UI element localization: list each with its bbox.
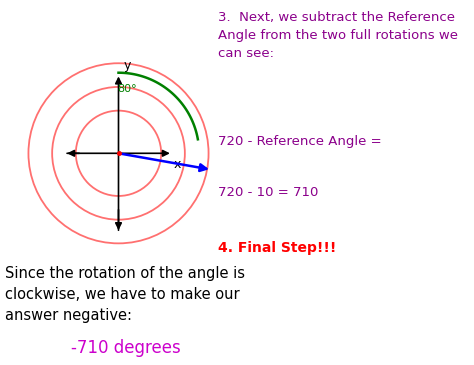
Text: Since the rotation of the angle is
clockwise, we have to make our
answer negativ: Since the rotation of the angle is clock… [5, 266, 245, 323]
Text: x: x [174, 158, 181, 171]
Text: 720 - Reference Angle =: 720 - Reference Angle = [218, 135, 382, 148]
Text: -710 degrees: -710 degrees [71, 339, 181, 357]
Text: 720 - 10 = 710: 720 - 10 = 710 [218, 186, 319, 199]
Text: 4. Final Step!!!: 4. Final Step!!! [218, 241, 337, 255]
Text: 80°: 80° [118, 84, 137, 94]
Text: y: y [123, 59, 131, 72]
Text: 3.  Next, we subtract the Reference
Angle from the two full rotations we
can see: 3. Next, we subtract the Reference Angle… [218, 11, 458, 60]
